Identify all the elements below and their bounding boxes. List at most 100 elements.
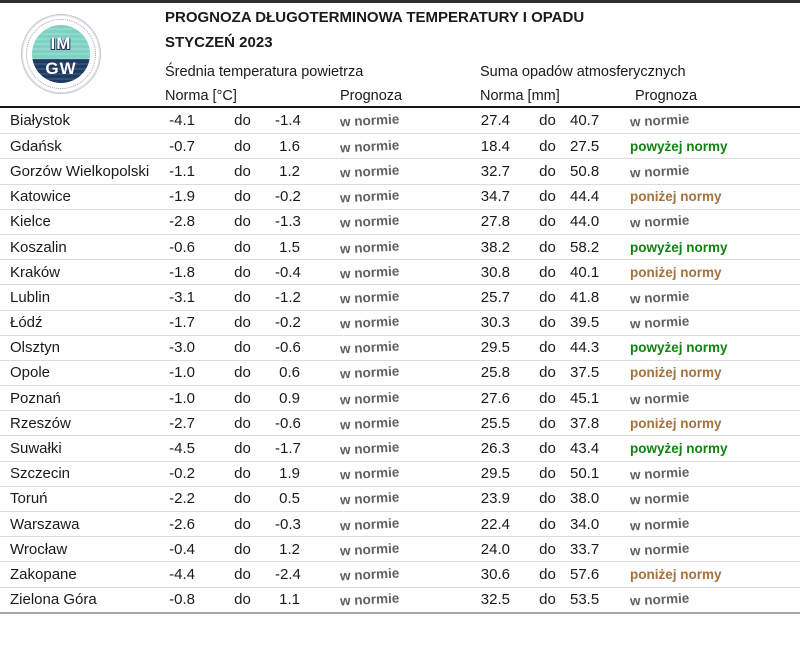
city-name: Gorzów Wielkopolski (10, 162, 150, 180)
temp-norm-min: -3.0 (169, 339, 195, 357)
temp-norm-min: -1.0 (169, 389, 195, 407)
precip-forecast-value: w normie (629, 489, 790, 508)
table-row: Zakopane -4.4 do -2.4 w normie 30.6 do 57.6 poni… (0, 561, 800, 586)
range-separator: do (539, 591, 556, 609)
city-name: Kraków (10, 263, 61, 281)
temp-norm-min: -4.5 (169, 440, 195, 458)
precip-forecast-value: poniżej normy (630, 567, 790, 582)
table-row: Gdańsk -0.7 do 1.6 w normie 18.4 do 27.5 powyżej… (0, 133, 800, 158)
temp-norm-max: 0.9 (279, 389, 300, 407)
temp-forecast-value: w normie (340, 364, 470, 382)
table-row: Koszalin -0.6 do 1.5 w normie 38.2 do 58.2 powyż… (0, 233, 800, 259)
range-separator: do (234, 389, 251, 407)
forecast-status-text: w normie (339, 389, 400, 408)
temp-forecast-value: w normie (339, 515, 470, 534)
precip-forecast-value: w normie (629, 162, 790, 181)
precip-forecast-value: w normie (630, 591, 790, 609)
forecast-status-text: w normie (629, 162, 690, 181)
forecast-status-text: w normie (339, 590, 400, 609)
precip-norm-max: 44.4 (570, 188, 600, 206)
forecast-status-text: w normie (629, 489, 690, 508)
city-name: Warszawa (10, 515, 80, 533)
temp-norm-min: -2.8 (169, 213, 195, 231)
forecast-status-text: w normie (339, 137, 400, 156)
range-separator: do (539, 364, 556, 382)
forecast-status-text: w normie (629, 111, 690, 130)
temp-norm-max: -1.4 (275, 112, 301, 130)
forecast-status-text: w normie (339, 439, 400, 458)
footer-area (0, 614, 800, 649)
logo-text-gw: GW (45, 59, 77, 78)
table-row: Wrocław -0.4 do 1.2 w normie 24.0 do 33.7 w norm… (0, 536, 800, 561)
temp-forecast-value: w normie (340, 263, 470, 281)
forecast-status-text: poniżej normy (630, 415, 722, 431)
forecast-status-text: w normie (339, 515, 400, 534)
precip-norm-max: 43.4 (570, 440, 600, 458)
city-name: Opole (10, 364, 51, 382)
forecast-status-text: w normie (339, 338, 400, 357)
precip-forecast-value: w normie (630, 515, 790, 533)
temp-norm-max: -0.6 (275, 339, 301, 357)
precip-norm-min: 30.8 (480, 263, 510, 281)
range-separator: do (539, 339, 556, 357)
precip-norm-max: 37.8 (570, 414, 600, 432)
table-row: Lublin -3.1 do -1.2 w normie 25.7 do 41.8 w norm… (0, 284, 800, 309)
section-header-temperature: Średnia temperatura powietrza (165, 64, 364, 80)
temp-forecast-value: w normie (340, 213, 470, 231)
logo-globe: IM GW (32, 25, 90, 83)
precip-norm-min: 27.4 (480, 112, 510, 130)
precip-norm-max: 27.5 (570, 137, 600, 155)
table-row: Białystok -4.1 do -1.4 w normie 27.4 do 40.7 w n… (0, 108, 800, 133)
temp-norm-min: -3.1 (169, 288, 195, 306)
precip-norm-max: 37.5 (570, 364, 600, 382)
precip-forecast-value: w normie (629, 111, 790, 130)
range-separator: do (234, 364, 251, 382)
precip-norm-max: 40.7 (570, 112, 600, 130)
precip-forecast-value: powyżej normy (630, 340, 790, 355)
column-header-temp-norm: Norma [°C] (165, 88, 237, 104)
temp-forecast-value: w normie (340, 465, 470, 483)
city-name: Poznań (10, 389, 61, 407)
range-separator: do (234, 188, 251, 206)
table-row: Warszawa -2.6 do -0.3 w normie 22.4 do 34.0 w no… (0, 511, 800, 536)
precip-forecast-value: w normie (630, 314, 790, 332)
range-separator: do (539, 465, 556, 483)
column-header-precip-norm: Norma [mm] (480, 88, 560, 104)
temp-norm-min: -1.0 (169, 364, 195, 382)
temp-norm-min: -2.7 (169, 414, 195, 432)
range-separator: do (234, 162, 251, 180)
temp-forecast-value: w normie (340, 565, 470, 583)
logo-ring-text (26, 19, 96, 89)
forecast-status-text: w normie (339, 313, 400, 332)
forecast-status-text: powyżej normy (630, 138, 728, 154)
temp-norm-max: 1.1 (279, 591, 300, 609)
bottom-rule (0, 611, 800, 614)
city-name: Katowice (10, 188, 71, 206)
precip-norm-max: 33.7 (570, 540, 600, 558)
range-separator: do (539, 389, 556, 407)
precip-forecast-value: w normie (630, 288, 790, 306)
precip-norm-max: 44.0 (570, 213, 600, 231)
forecast-status-text: w normie (339, 489, 400, 508)
table-row: Kielce -2.8 do -1.3 w normie 27.8 do 44.0 w norm… (0, 208, 800, 234)
precip-norm-min: 29.5 (480, 465, 510, 483)
precip-norm-min: 30.3 (480, 314, 510, 332)
city-name: Kielce (10, 213, 51, 231)
logo-sea-band (32, 58, 90, 83)
temp-forecast-value: w normie (340, 188, 470, 206)
column-header-temp-forecast: Prognoza (340, 88, 403, 104)
city-name: Gdańsk (10, 137, 62, 155)
city-name: Wrocław (10, 540, 68, 558)
forecast-status-text: w normie (339, 111, 400, 130)
precip-forecast-value: w normie (630, 540, 790, 558)
city-name: Zakopane (10, 565, 77, 583)
temp-forecast-value: w normie (340, 238, 470, 256)
precip-norm-max: 58.2 (570, 238, 600, 256)
precip-norm-min: 29.5 (480, 339, 510, 357)
precip-forecast-value: w normie (630, 213, 790, 231)
precip-norm-max: 53.5 (570, 591, 600, 609)
city-name: Rzeszów (10, 414, 71, 432)
temp-norm-max: 1.2 (279, 162, 300, 180)
forecast-status-text: powyżej normy (630, 340, 728, 356)
temp-forecast-value: w normie (340, 540, 470, 558)
